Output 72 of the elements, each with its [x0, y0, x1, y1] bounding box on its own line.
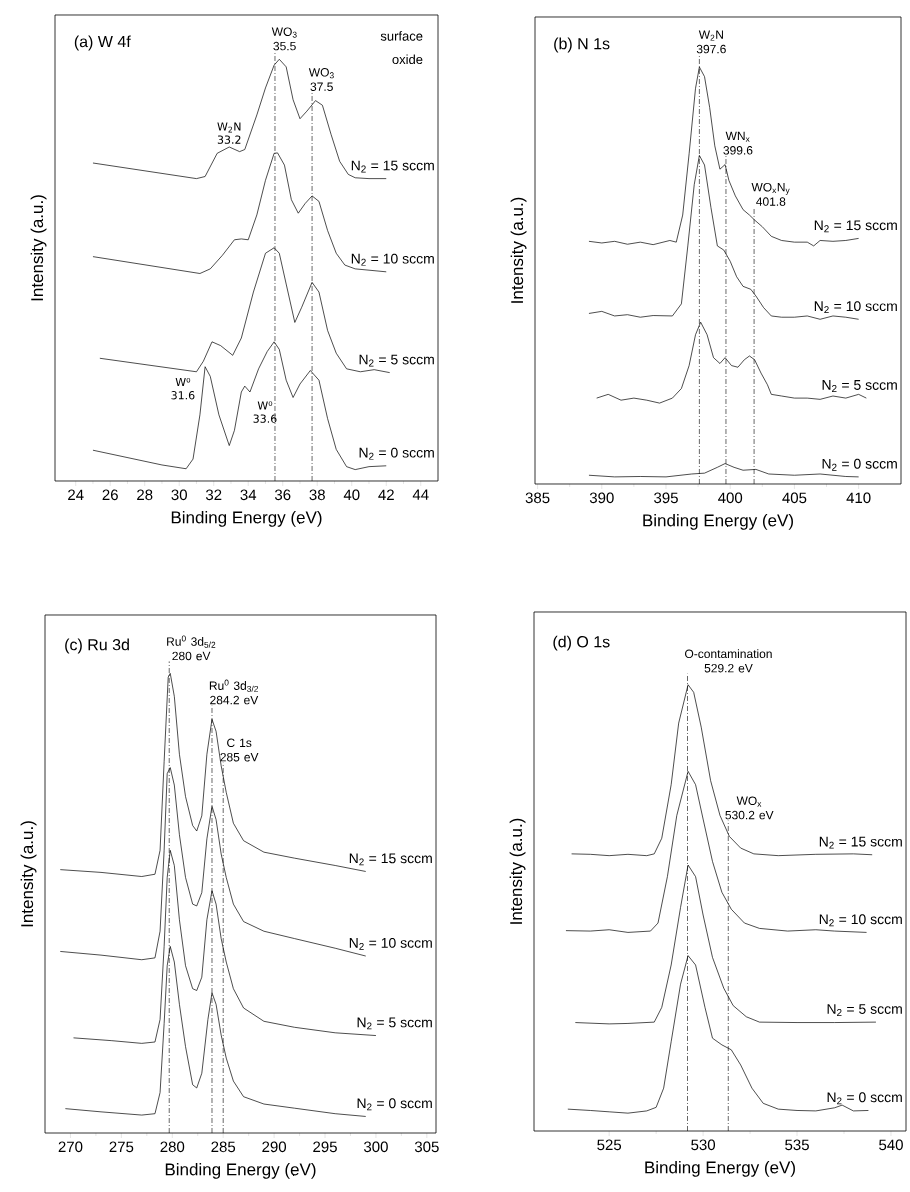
y-axis-title: Intensity (a.u.)	[30, 195, 47, 301]
ref-line-label: Ru$^{0}$ 3d$_{3/2}$ 284.2 eV	[209, 679, 259, 705]
series-label: N$_{2}$ = 0 sccm	[822, 458, 897, 471]
x-tick-label: 410	[846, 492, 871, 504]
ref-line-label: C 1s 285 eV	[220, 738, 259, 762]
series-label: N$_{2}$ = 10 sccm	[819, 914, 902, 927]
x-tick-label: 30	[171, 489, 187, 501]
x-tick-label: 540	[879, 1139, 903, 1151]
x-tick-label: 38	[309, 489, 325, 501]
chart-title: (a) W 4f	[74, 35, 131, 51]
series-label: N$_{2}$ = 15 sccm	[814, 220, 897, 233]
y-axis-title: Intensity (a.u.)	[20, 821, 37, 927]
series-label: N$_{2}$ = 10 sccm	[814, 301, 897, 314]
x-tick-label: 385	[525, 492, 550, 504]
x-tick-label: 26	[102, 489, 118, 501]
x-tick-label: 32	[205, 489, 222, 501]
x-tick-label: 34	[240, 489, 257, 501]
x-axis-title: Binding Energy (eV)	[171, 510, 322, 527]
x-tick-label: 390	[589, 492, 614, 504]
ref-line-label: WO$_{3}$ 37.5	[308, 68, 334, 91]
ref-line-label: WO$_{x}$ 530.2 eV	[725, 796, 774, 820]
x-tick-label: 525	[597, 1139, 622, 1151]
series-label: N$_{2}$ = 5 sccm	[359, 354, 434, 367]
annotation: W$_{2}$N 33.2	[217, 122, 241, 144]
annotation: W⁰ 33.6	[253, 401, 277, 423]
x-tick-label: 395	[654, 492, 678, 504]
x-tick-label: 24	[68, 489, 84, 500]
y-axis-title: Intensity (a.u.)	[509, 818, 526, 924]
x-tick-label: 40	[343, 489, 360, 501]
series-label: N$_{2}$ = 5 sccm	[827, 1004, 902, 1016]
x-tick-label: 295	[313, 1141, 337, 1153]
x-tick-label: 405	[782, 492, 807, 504]
series-label: N$_{2}$ = 15 sccm	[351, 160, 434, 173]
x-tick-label: 275	[109, 1141, 134, 1153]
chart-title: (b) N 1s	[554, 37, 610, 53]
x-tick-label: 36	[274, 489, 291, 501]
x-axis-title: Binding Energy (eV)	[165, 1162, 316, 1179]
chart-title: (c) Ru 3d	[65, 638, 129, 654]
x-tick-label: 280	[160, 1141, 185, 1153]
x-tick-label: 28	[137, 489, 153, 501]
ref-line-label: WN$_{x}$ 399.6	[723, 131, 753, 155]
series-label: N$_{2}$ = 5 sccm	[822, 380, 897, 392]
series-label: N$_{2}$ = 15 sccm	[349, 853, 432, 866]
x-tick-label: 42	[378, 489, 394, 500]
x-tick-label: 285	[211, 1141, 236, 1153]
chart-title: (d) O 1s	[553, 635, 610, 651]
series-label: N$_{2}$ = 5 sccm	[357, 1017, 432, 1030]
series-label: N$_{2}$ = 10 sccm	[351, 253, 434, 266]
x-tick-label: 530	[691, 1139, 716, 1151]
x-axis-title: Binding Energy (eV)	[645, 1160, 795, 1177]
x-tick-label: 290	[262, 1141, 287, 1153]
ref-line-label: Ru$^{0}$ 3d$_{5/2}$ 280 eV	[167, 635, 216, 661]
x-tick-label: 535	[785, 1139, 809, 1151]
annotation: oxide	[392, 54, 423, 65]
x-tick-label: 300	[363, 1141, 388, 1153]
x-axis-title: Binding Energy (eV)	[643, 513, 793, 530]
ref-line-label: W$_{2}$N 397.6	[696, 30, 726, 54]
y-axis-title: Intensity (a.u.)	[510, 197, 527, 303]
series-label: N$_{2}$ = 0 sccm	[357, 1098, 432, 1111]
series-label: N$_{2}$ = 0 sccm	[827, 1092, 902, 1105]
series-label: N$_{2}$ = 0 sccm	[359, 447, 434, 460]
x-tick-label: 305	[414, 1141, 439, 1153]
ref-line-label: WO$_{x}$N$_{y}$ 401.8	[751, 182, 790, 206]
text: surface	[380, 31, 423, 41]
annotation: W⁰ 31.6	[171, 377, 195, 400]
x-tick-label: 44	[412, 489, 429, 500]
series-label: N$_{2}$ = 10 sccm	[349, 937, 432, 950]
x-tick-label: 400	[718, 492, 743, 504]
ref-line-label: O-contamination 529.2 eV	[685, 649, 772, 673]
series-label: N$_{2}$ = 15 sccm	[819, 836, 902, 849]
x-tick-label: 270	[58, 1141, 83, 1153]
ref-line-label: WO$_{3}$ 35.5	[271, 27, 297, 51]
